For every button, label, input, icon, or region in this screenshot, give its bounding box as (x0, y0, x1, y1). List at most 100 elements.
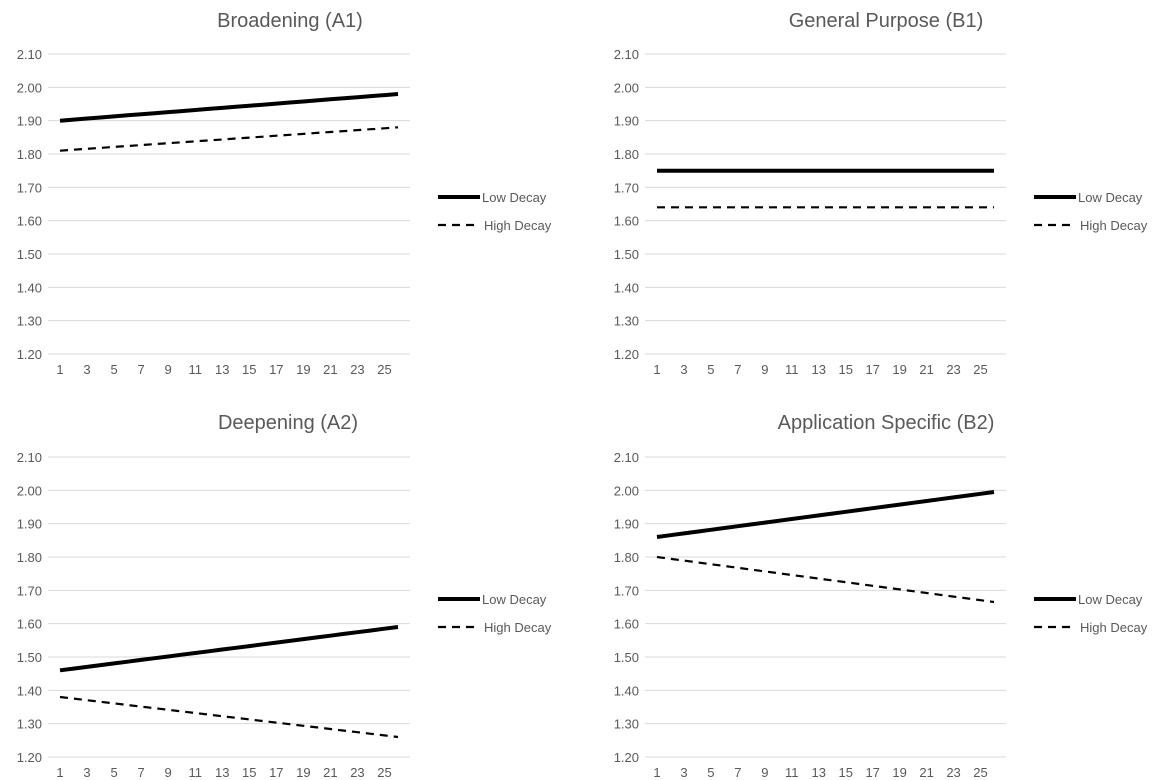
x-tick-label: 7 (734, 765, 741, 780)
x-tick-label: 7 (138, 362, 145, 377)
y-tick-label: 1.40 (17, 683, 42, 698)
x-tick-label: 7 (138, 765, 145, 780)
y-tick-label: 2.00 (17, 80, 42, 95)
x-tick-label: 11 (785, 765, 799, 780)
x-tick-label: 5 (707, 765, 714, 780)
series-line-high-decay (656, 555, 995, 604)
x-tick-label: 17 (865, 362, 879, 377)
y-tick-label: 2.00 (614, 80, 639, 95)
y-tick-label: 1.70 (17, 180, 42, 195)
legend-label: High Decay (484, 218, 552, 233)
y-tick-label: 1.70 (17, 583, 42, 598)
y-tick-label: 1.50 (614, 247, 639, 262)
y-tick-label: 1.20 (614, 347, 639, 362)
y-tick-label: 1.60 (17, 214, 42, 229)
x-tick-label: 7 (734, 362, 741, 377)
chart-title: Application Specific (B2) (778, 412, 995, 434)
y-tick-label: 1.80 (17, 147, 42, 162)
y-tick-label: 2.10 (17, 47, 42, 62)
y-tick-label: 1.20 (17, 750, 42, 765)
x-tick-label: 21 (323, 765, 337, 780)
x-tick-label: 11 (188, 362, 202, 377)
y-tick-label: 1.20 (614, 750, 639, 765)
x-tick-label: 17 (269, 765, 283, 780)
x-tick-label: 11 (785, 362, 799, 377)
x-tick-label: 3 (680, 362, 687, 377)
x-tick-label: 1 (56, 362, 63, 377)
y-tick-label: 1.30 (17, 717, 42, 732)
x-tick-label: 15 (838, 362, 852, 377)
legend-label: Low Decay (1078, 592, 1143, 607)
y-tick-label: 1.60 (17, 617, 42, 632)
x-tick-label: 19 (296, 362, 310, 377)
x-tick-label: 21 (919, 362, 933, 377)
x-tick-label: 3 (83, 362, 90, 377)
y-tick-label: 1.30 (17, 314, 42, 329)
legend-label: High Decay (1080, 218, 1148, 233)
y-tick-label: 1.90 (614, 517, 639, 532)
y-tick-label: 1.70 (614, 180, 639, 195)
series-line-low-decay (59, 625, 399, 673)
x-tick-label: 19 (296, 765, 310, 780)
x-tick-label: 21 (919, 765, 933, 780)
x-tick-label: 9 (165, 362, 172, 377)
chart-panel-4: Application Specific (B2) 2.10 2.00 1.90 1.8… (614, 412, 1148, 780)
y-tick-label: 2.10 (614, 450, 639, 465)
x-tick-label: 11 (188, 765, 202, 780)
chart-panel-1: Broadening (A1) 2.10 2.00 1.90 1.80 1.70 1.60 1… (17, 10, 552, 377)
series-line-low-decay (656, 490, 995, 539)
y-tick-label: 1.40 (614, 683, 639, 698)
x-tick-label: 25 (377, 765, 391, 780)
chart-title: General Purpose (B1) (789, 10, 984, 32)
y-tick-label: 1.50 (17, 247, 42, 262)
x-tick-label: 23 (946, 765, 960, 780)
y-tick-label: 1.60 (614, 214, 639, 229)
x-tick-label: 17 (865, 765, 879, 780)
series-line-low-decay (59, 92, 399, 123)
x-tick-label: 19 (892, 765, 906, 780)
x-tick-label: 19 (892, 362, 906, 377)
x-tick-label: 5 (707, 362, 714, 377)
legend-label: Low Decay (1078, 190, 1143, 205)
x-tick-label: 13 (812, 362, 826, 377)
x-tick-label: 21 (323, 362, 337, 377)
chart-panel-2: General Purpose (B1) 2.10 2.00 1.90 1.80 1.70… (614, 10, 1148, 377)
y-tick-label: 1.60 (614, 617, 639, 632)
y-tick-label: 1.90 (17, 114, 42, 129)
y-tick-label: 1.30 (614, 314, 639, 329)
x-tick-label: 25 (377, 362, 391, 377)
y-tick-label: 1.40 (17, 280, 42, 295)
y-tick-label: 2.10 (614, 47, 639, 62)
x-tick-label: 1 (653, 765, 660, 780)
y-tick-label: 1.50 (17, 650, 42, 665)
x-tick-label: 17 (269, 362, 283, 377)
y-tick-label: 1.80 (614, 550, 639, 565)
y-tick-label: 1.80 (614, 147, 639, 162)
y-tick-label: 1.30 (614, 717, 639, 732)
x-tick-label: 5 (110, 765, 117, 780)
y-tick-label: 1.80 (17, 550, 42, 565)
legend-label: Low Decay (482, 592, 547, 607)
x-tick-label: 9 (165, 765, 172, 780)
y-tick-label: 1.20 (17, 347, 42, 362)
x-tick-label: 13 (812, 765, 826, 780)
x-tick-label: 1 (56, 765, 63, 780)
y-tick-label: 1.90 (17, 517, 42, 532)
x-tick-label: 25 (973, 362, 987, 377)
y-tick-label: 1.40 (614, 280, 639, 295)
legend-label: High Decay (1080, 620, 1148, 635)
x-tick-label: 15 (242, 765, 256, 780)
chart-title: Deepening (A2) (218, 412, 358, 434)
series-line-high-decay (59, 126, 399, 152)
x-tick-label: 23 (350, 765, 364, 780)
chart-panel-3: Deepening (A2) 2.10 2.00 1.90 1.80 1.70 1.60 1.… (17, 412, 552, 780)
series-line-high-decay (59, 695, 399, 739)
x-tick-label: 3 (680, 765, 687, 780)
legend-label: High Decay (484, 620, 552, 635)
x-tick-label: 1 (653, 362, 660, 377)
x-tick-label: 25 (973, 765, 987, 780)
x-tick-label: 23 (946, 362, 960, 377)
x-tick-label: 5 (110, 362, 117, 377)
legend-label: Low Decay (482, 190, 547, 205)
x-tick-label: 15 (838, 765, 852, 780)
